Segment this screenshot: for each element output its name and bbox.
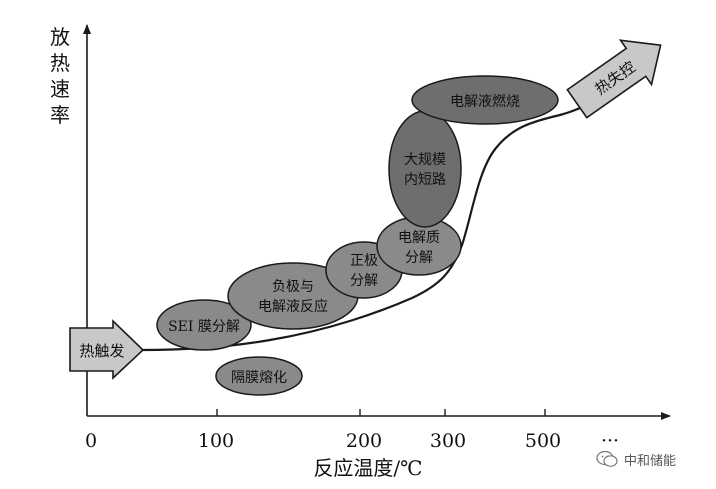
- x-tick-label-200: 200: [346, 430, 382, 452]
- x-tick-label-100: 100: [198, 430, 234, 452]
- x-tick-label-300: 300: [430, 430, 466, 452]
- electrolyte-label-line-2: 分解: [405, 250, 433, 266]
- stage-sei-decomposition: SEI 膜分解: [156, 299, 252, 351]
- x-tick-label-ellipsis: ···: [601, 430, 619, 452]
- short-circuit-label-line-2: 内短路: [404, 172, 446, 188]
- y-axis-title-char-2: 热: [50, 51, 70, 75]
- y-axis-title: 放 热 速 率: [50, 25, 70, 127]
- stage-internal-short-circuit: 大规模 内短路: [388, 110, 462, 228]
- x-axis-title: 反应温度/℃: [313, 456, 422, 480]
- stage-separator-melting: 隔膜熔化: [215, 356, 303, 396]
- stage-anode-electrolyte-reaction: 负极与 电解液反应: [227, 262, 359, 330]
- y-axis-title-char-4: 率: [50, 103, 70, 127]
- thermal-trigger-arrow: 热触发: [69, 319, 145, 380]
- combustion-label: 电解液燃烧: [450, 93, 520, 110]
- wechat-icon: [596, 450, 618, 467]
- watermark-text: 中和储能: [624, 453, 677, 469]
- anode-label-line-1: 负极与: [272, 279, 314, 295]
- cathode-label-line-1: 正极: [350, 253, 378, 269]
- thermal-trigger-label: 热触发: [79, 342, 124, 360]
- x-tick-label-500: 500: [525, 430, 561, 452]
- separator-label: 隔膜熔化: [231, 370, 287, 386]
- short-circuit-label-line-1: 大规模: [404, 152, 446, 168]
- x-tick-label-0: 0: [85, 430, 97, 452]
- stage-electrolyte-combustion: 电解液燃烧: [411, 75, 559, 125]
- cathode-label-line-2: 分解: [350, 273, 378, 289]
- stage-electrolyte-decomposition: 电解质 分解: [376, 216, 462, 276]
- y-axis-title-char-1: 放: [50, 25, 70, 49]
- electrolyte-label-line-1: 电解质: [398, 230, 440, 246]
- thermal-runaway-arrow: 热失控: [566, 39, 662, 119]
- y-axis-title-char-3: 速: [50, 77, 70, 101]
- anode-label-line-2: 电解液反应: [258, 298, 328, 315]
- x-tick-marks: [216, 409, 546, 416]
- watermark: 中和储能: [596, 448, 676, 470]
- sei-label: SEI 膜分解: [168, 319, 240, 335]
